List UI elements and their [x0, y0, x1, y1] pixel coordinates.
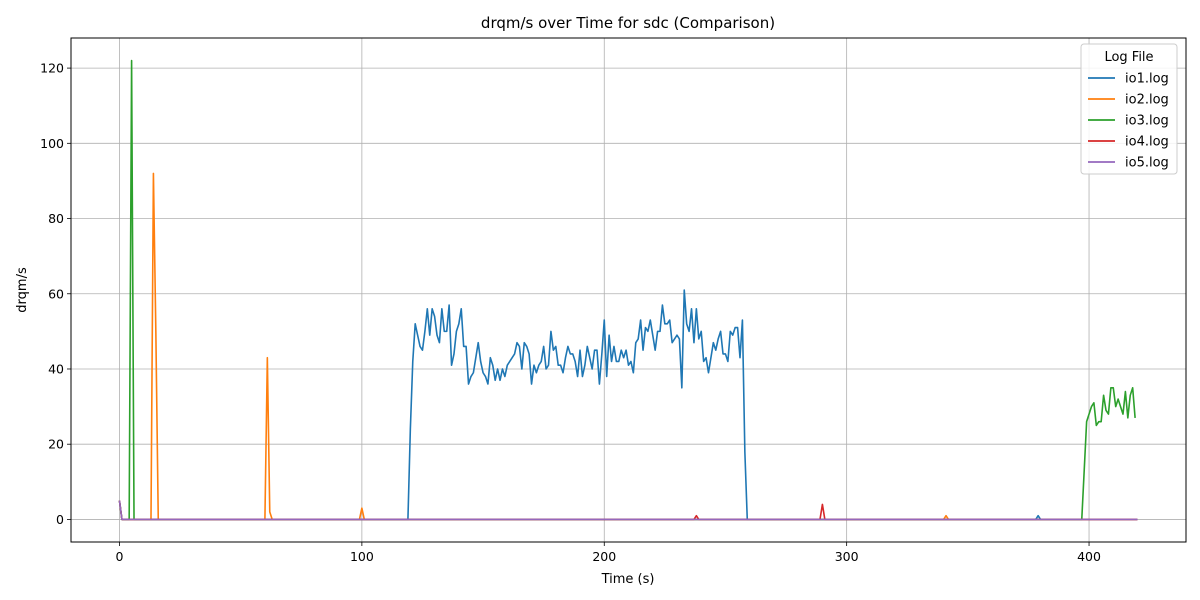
y-tick-label: 20	[48, 437, 64, 452]
y-tick-label: 40	[48, 361, 64, 376]
x-tick-label: 400	[1077, 549, 1101, 564]
y-tick-label: 120	[40, 61, 64, 76]
x-tick-label: 300	[835, 549, 859, 564]
legend-label: io2.log	[1125, 93, 1169, 108]
legend-label: io3.log	[1125, 114, 1169, 129]
legend-item-2: io2.log	[1088, 93, 1169, 108]
legend-item-3: io3.log	[1088, 114, 1169, 129]
y-axis-label: drqm/s	[15, 267, 30, 313]
legend-item-1: io1.log	[1088, 72, 1169, 87]
series-line-2	[118, 172, 1138, 521]
x-tick-label: 100	[350, 549, 374, 564]
legend-title: Log File	[1104, 50, 1153, 65]
legend-item-4: io4.log	[1088, 135, 1169, 150]
legend-item-5: io5.log	[1088, 156, 1169, 171]
y-tick-label: 60	[48, 286, 64, 301]
x-tick-label: 200	[592, 549, 616, 564]
x-tick-label: 0	[116, 549, 124, 564]
plot-frame	[70, 37, 1187, 543]
legend-label: io5.log	[1125, 156, 1169, 171]
legend: Log File io1.log io2.log io3.log io4.log io5…	[1080, 43, 1178, 175]
series-lines	[118, 59, 1138, 521]
series-line-1	[118, 289, 1138, 521]
legend-label: io1.log	[1125, 72, 1169, 87]
chart-title: drqm/s over Time for sdc (Comparison)	[481, 14, 775, 32]
y-tick-label: 0	[56, 512, 64, 527]
axis-ticks: 0 100 200 300 400 0 20 40 60 80 100 120	[40, 61, 1101, 564]
series-line-5	[118, 500, 1138, 521]
y-tick-label: 100	[40, 136, 64, 151]
legend-items: io1.log io2.log io3.log io4.log io5.log	[1088, 72, 1169, 171]
legend-label: io4.log	[1125, 135, 1169, 150]
x-axis-label: Time (s)	[601, 572, 655, 587]
y-tick-label: 80	[48, 211, 64, 226]
